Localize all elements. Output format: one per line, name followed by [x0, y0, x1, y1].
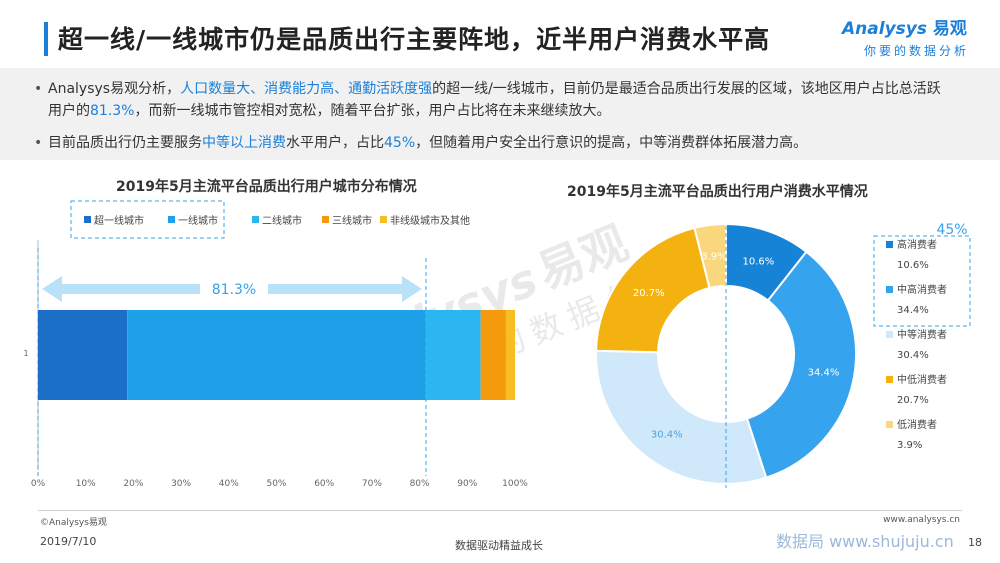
legend-swatch — [886, 421, 893, 428]
text-segment: 的超一线/一线城市，目前仍是最适合品质出行发展的区域，该地区用户占比总活跃用户的 — [48, 81, 941, 119]
donut-data-label: 3.9% — [701, 252, 726, 263]
title-accent-bar — [44, 22, 48, 56]
legend-value: 30.4% — [897, 350, 929, 361]
legend-swatch — [322, 216, 329, 223]
x-tick-label: 70% — [362, 479, 382, 489]
logo-letter: A — [842, 19, 856, 39]
bar-segment-2 — [425, 310, 481, 400]
legend-label: 高消费者 — [897, 238, 937, 251]
text-segment: 目前品质出行仍主要服务 — [48, 135, 202, 151]
analysys-logo: Analysys 易观 你要的数据分析 — [842, 14, 992, 64]
bar-segment-3 — [480, 310, 506, 400]
donut-data-label: 34.4% — [808, 367, 840, 378]
legend-value: 20.7% — [897, 395, 929, 406]
legend-label: 低消费者 — [897, 418, 937, 431]
x-tick-label: 20% — [123, 479, 143, 489]
highlight-text: 81.3% — [90, 103, 135, 119]
copyright: ©Analysys易观 — [40, 518, 107, 528]
x-tick-label: 90% — [457, 479, 477, 489]
x-tick-label: 40% — [219, 479, 239, 489]
bar-range-annotation: 81.3% — [212, 282, 256, 298]
summary-box: • Analysys易观分析，人口数量大、消费能力高、通勤活跃度强的超一线/一线城… — [0, 68, 1000, 160]
legend-swatch — [886, 331, 893, 338]
x-tick-label: 80% — [410, 479, 430, 489]
range-arrow-left — [42, 276, 200, 302]
legend-label: 超一线城市 — [94, 214, 144, 227]
page-number: 18 — [968, 536, 982, 549]
x-tick-label: 10% — [76, 479, 96, 489]
legend-swatch — [252, 216, 259, 223]
text-segment: Analysys易观分析， — [48, 81, 181, 97]
website-link[interactable]: www.analysys.cn — [883, 515, 960, 525]
legend-swatch — [886, 241, 893, 248]
legend-label: 一线城市 — [178, 214, 218, 227]
bar-chart-title: 2019年5月主流平台品质出行用户城市分布情况 — [116, 179, 417, 195]
donut-data-label: 30.4% — [651, 429, 683, 440]
bar-category-label: 1 — [23, 349, 28, 358]
bar-segment-1 — [127, 310, 426, 400]
legend-value: 10.6% — [897, 260, 929, 271]
x-tick-label: 60% — [314, 479, 334, 489]
highlight-text: 人口数量大、消费能力高、通勤活跃度强 — [180, 81, 433, 97]
highlight-text: 中等以上消费 — [202, 135, 286, 151]
footer-divider — [38, 510, 962, 511]
page-title: 超一线/一线城市仍是品质出行主要阵地，近半用户消费水平高 — [58, 25, 771, 54]
bar-segment-0 — [38, 310, 128, 400]
text-segment: 水平用户，占比 — [286, 135, 384, 151]
bar-segments — [38, 310, 515, 400]
footer-slogan: 数据驱动精益成长 — [455, 539, 543, 552]
bar-x-ticks: 0% 10% 20% 30% 40% 50% 60% 70% 80% 90% 100% — [31, 479, 528, 489]
legend-swatch — [168, 216, 175, 223]
donut-slice-1 — [745, 250, 857, 479]
legend-label: 中高消费者 — [897, 283, 947, 296]
donut-slice-3 — [595, 226, 711, 354]
logo-cn: 易观 — [932, 19, 967, 39]
site-watermark: 数据局 www.shujuju.cn — [776, 532, 954, 551]
report-date: 2019/7/10 — [40, 535, 97, 548]
x-tick-label: 100% — [502, 479, 528, 489]
legend-label: 二线城市 — [262, 214, 302, 227]
text-segment: ，但随着用户安全出行意识的提高，中等消费群体拓展潜力高。 — [415, 135, 808, 151]
x-tick-label: 30% — [171, 479, 191, 489]
summary-bullet-2: • 目前品质出行仍主要服务中等以上消费水平用户，占比45%，但随着用户安全出行意识… — [34, 135, 808, 151]
donut-legend: 高消费者 10.6% 中高消费者 34.4% 中等消费者 30.4% 中低消费者 20.7% 低… — [886, 238, 947, 451]
donut-data-label: 20.7% — [633, 288, 665, 299]
legend-value: 3.9% — [897, 440, 922, 451]
range-arrow-right — [268, 276, 422, 302]
legend-label: 三线城市 — [332, 214, 372, 227]
summary-bullet-1: • Analysys易观分析，人口数量大、消费能力高、通勤活跃度强的超一线/一线城… — [34, 81, 941, 119]
legend-label: 中低消费者 — [897, 373, 947, 386]
legend-label: 非线级城市及其他 — [390, 214, 470, 227]
donut-annotation: 45% — [936, 222, 967, 238]
donut-slice-2 — [595, 349, 768, 485]
highlight-text: 45% — [384, 135, 416, 151]
logo-slogan: 你要的数据分析 — [864, 44, 970, 58]
donut-data-label: 10.6% — [742, 256, 774, 267]
legend-value: 34.4% — [897, 305, 929, 316]
high-consumer-frame — [873, 235, 971, 327]
legend-swatch — [886, 376, 893, 383]
bar-segment-4 — [505, 310, 515, 400]
donut-chart: 10.6% 34.4% 30.4% 20.7% 3.9% — [595, 222, 857, 485]
legend-label: 中等消费者 — [897, 328, 947, 341]
legend-frame — [70, 200, 225, 239]
legend-swatch — [380, 216, 387, 223]
donut-chart-title: 2019年5月主流平台品质出行用户消费水平情况 — [567, 184, 868, 200]
x-tick-label: 0% — [31, 479, 46, 489]
text-segment: ，而新一线城市管控相对宽松，随着平台扩张，用户占比将在未来继续放大。 — [134, 103, 611, 119]
logo-brand: nalysys — [855, 19, 927, 39]
x-tick-label: 50% — [266, 479, 286, 489]
legend-swatch — [84, 216, 91, 223]
bar-legend: 超一线城市 一线城市 二线城市 三线城市 非线级城市及其他 — [84, 214, 470, 227]
legend-swatch — [886, 286, 893, 293]
